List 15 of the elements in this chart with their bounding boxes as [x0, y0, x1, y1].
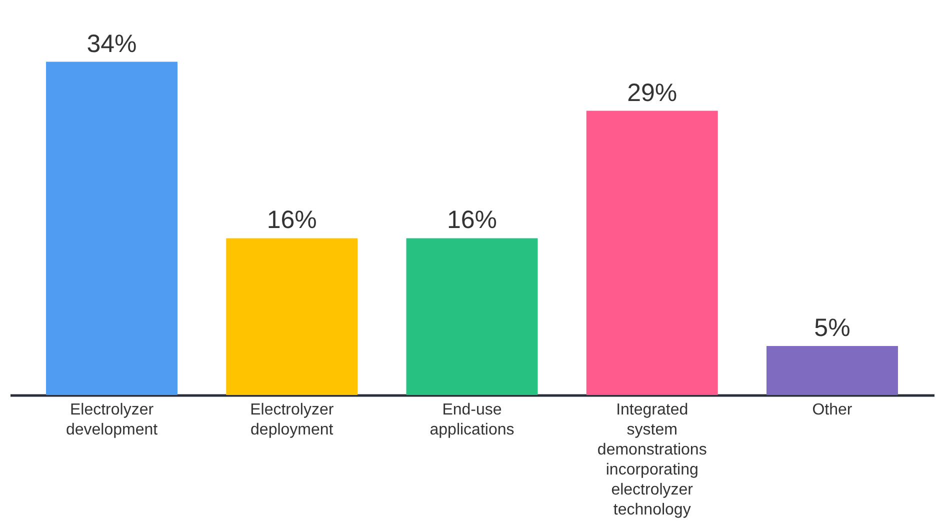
x-tick-label: Other [812, 402, 853, 418]
data-label: 16% [266, 206, 317, 234]
x-tick-label: Integrated system demonstrations incorporating electrolyzer technology [597, 402, 707, 518]
data-label: 34% [86, 30, 137, 58]
data-label: 5% [814, 314, 850, 342]
bar [406, 238, 538, 395]
bar [766, 346, 898, 395]
data-label: 16% [446, 206, 498, 234]
x-tick-label: Electrolyzer development [66, 402, 158, 438]
bar [46, 62, 178, 395]
bar [586, 110, 718, 395]
x-tick-label: Electrolyzer deployment [250, 402, 334, 438]
x-tick-label: End-use applications [430, 402, 514, 438]
data-label: 29% [627, 78, 678, 107]
bar [226, 238, 358, 395]
